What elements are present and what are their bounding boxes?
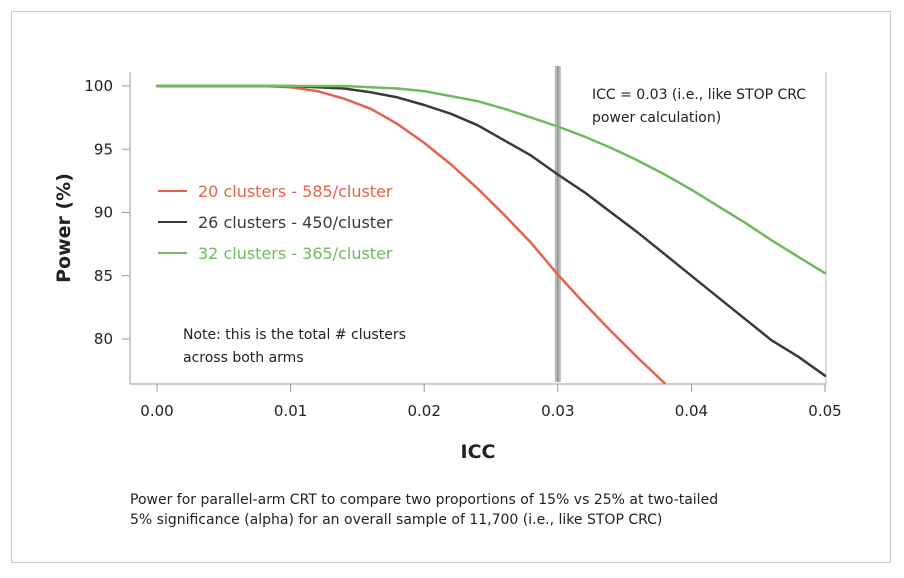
x-tick-label-3: 0.03: [541, 402, 574, 420]
note-line-1: Note: this is the total # clusters: [183, 327, 406, 343]
y-tick-label-4: 80: [94, 330, 113, 348]
y-tick-label-2: 90: [94, 204, 113, 222]
reference-label-line-2: power calculation): [592, 110, 721, 126]
legend-label-1: 20 clusters - 585/cluster: [198, 182, 393, 201]
annotations: ICC = 0.03 (i.e., like STOP CRC power cal…: [183, 87, 806, 366]
legend: 20 clusters - 585/cluster 26 clusters - 4…: [158, 182, 393, 263]
legend-label-3: 32 clusters - 365/cluster: [198, 244, 393, 263]
x-tick-label-5: 0.05: [808, 402, 841, 420]
y-tick-label-3: 85: [94, 267, 113, 285]
y-tick-label-1: 95: [94, 140, 113, 158]
chart-caption: Power for parallel-arm CRT to compare tw…: [130, 490, 830, 530]
y-axis-title: Power (%): [53, 173, 75, 283]
x-tick-label-4: 0.04: [675, 402, 708, 420]
series-group: [155, 84, 827, 384]
caption-line-2: 5% significance (alpha) for an overall s…: [130, 512, 663, 528]
legend-label-2: 26 clusters - 450/cluster: [198, 213, 393, 232]
x-tick-label-1: 0.01: [274, 402, 307, 420]
reference-line-group: [554, 66, 561, 382]
note-line-2: across both arms: [183, 350, 304, 366]
ticks: 0.00 0.01 0.02 0.03 0.04 0.05 100 95 90 85 80: [84, 77, 841, 420]
chart-frame: [11, 11, 891, 563]
y-tick-label-0: 100: [84, 77, 113, 95]
axes: [129, 72, 827, 385]
reference-label-line-1: ICC = 0.03 (i.e., like STOP CRC: [592, 87, 806, 103]
x-tick-label-2: 0.02: [407, 402, 440, 420]
series-line-3: [155, 84, 827, 275]
x-tick-label-0: 0.00: [140, 402, 173, 420]
caption-line-1: Power for parallel-arm CRT to compare tw…: [130, 492, 719, 508]
x-axis-title: ICC: [461, 441, 496, 463]
